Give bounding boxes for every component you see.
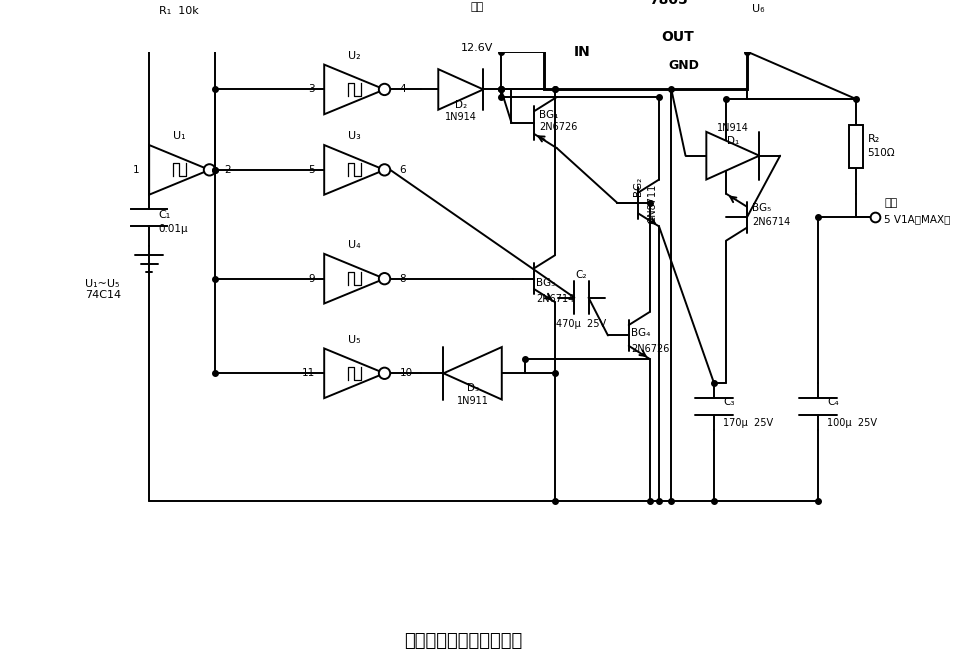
Text: 延长电池寿命的开关电源: 延长电池寿命的开关电源	[404, 631, 522, 649]
Text: D₂: D₂	[454, 100, 467, 110]
Polygon shape	[444, 347, 502, 399]
Text: BG₃: BG₃	[537, 279, 556, 289]
Text: BG₅: BG₅	[752, 202, 771, 212]
Text: 8: 8	[399, 274, 406, 284]
Text: 11: 11	[301, 368, 315, 378]
Circle shape	[379, 164, 391, 176]
Polygon shape	[706, 132, 760, 180]
Text: 1N914: 1N914	[445, 112, 477, 122]
Text: 输出: 输出	[885, 198, 897, 208]
Text: 9: 9	[308, 274, 315, 284]
Text: D₃: D₃	[466, 383, 479, 393]
Text: U₅: U₅	[348, 335, 360, 345]
Text: U₃: U₃	[348, 131, 360, 141]
Text: 5 V1A（MAX）: 5 V1A（MAX）	[885, 214, 951, 224]
Text: IN: IN	[574, 45, 591, 59]
Text: U₆: U₆	[752, 4, 765, 14]
Text: BG₂: BG₂	[634, 177, 643, 196]
Text: 2N6714: 2N6714	[752, 217, 790, 227]
Text: 10: 10	[399, 368, 413, 378]
Text: 170μ  25V: 170μ 25V	[724, 418, 773, 428]
Circle shape	[379, 273, 391, 285]
Text: 2N6726: 2N6726	[539, 122, 578, 132]
Text: 5: 5	[308, 165, 315, 175]
Text: R₁  10k: R₁ 10k	[160, 7, 200, 17]
Text: C₄: C₄	[828, 397, 839, 407]
Text: U₁: U₁	[173, 131, 186, 141]
Text: 0.01μ: 0.01μ	[159, 224, 188, 234]
Text: D₁: D₁	[727, 136, 739, 146]
Polygon shape	[438, 69, 484, 110]
Text: 2N6726: 2N6726	[631, 344, 670, 353]
Text: 12.6V: 12.6V	[461, 43, 493, 53]
Text: 3: 3	[308, 84, 315, 94]
Text: BG₁: BG₁	[539, 110, 558, 120]
Text: 100μ  25V: 100μ 25V	[828, 418, 878, 428]
Text: 6: 6	[399, 165, 406, 175]
Text: 电池: 电池	[471, 1, 484, 11]
Text: 1N914: 1N914	[717, 123, 749, 133]
Text: U₄: U₄	[348, 240, 360, 250]
Bar	[146, 21, 212, 35]
Text: 2N6714: 2N6714	[537, 293, 575, 303]
Text: 2N8711: 2N8711	[647, 184, 658, 222]
Text: U₂: U₂	[348, 51, 360, 61]
Text: GND: GND	[669, 59, 700, 72]
Circle shape	[379, 84, 391, 95]
Text: 1N911: 1N911	[456, 395, 488, 405]
Text: 2: 2	[225, 165, 232, 175]
Text: 1: 1	[133, 165, 140, 175]
Text: 510Ω: 510Ω	[867, 148, 895, 158]
Text: U₁~U₅
74C14: U₁~U₅ 74C14	[84, 279, 121, 301]
Text: C₂: C₂	[576, 270, 587, 280]
Text: 470μ  25V: 470μ 25V	[556, 319, 607, 329]
Text: BG₄: BG₄	[631, 328, 650, 338]
Text: OUT: OUT	[661, 31, 694, 44]
Text: C₁: C₁	[159, 210, 171, 220]
Text: 4: 4	[399, 84, 406, 94]
Bar	[544, 14, 747, 90]
Bar	[849, 125, 863, 168]
Text: R₂: R₂	[867, 134, 880, 144]
Text: C₃: C₃	[724, 397, 735, 407]
Circle shape	[203, 164, 215, 176]
Circle shape	[379, 367, 391, 379]
Text: 7805: 7805	[649, 0, 688, 7]
